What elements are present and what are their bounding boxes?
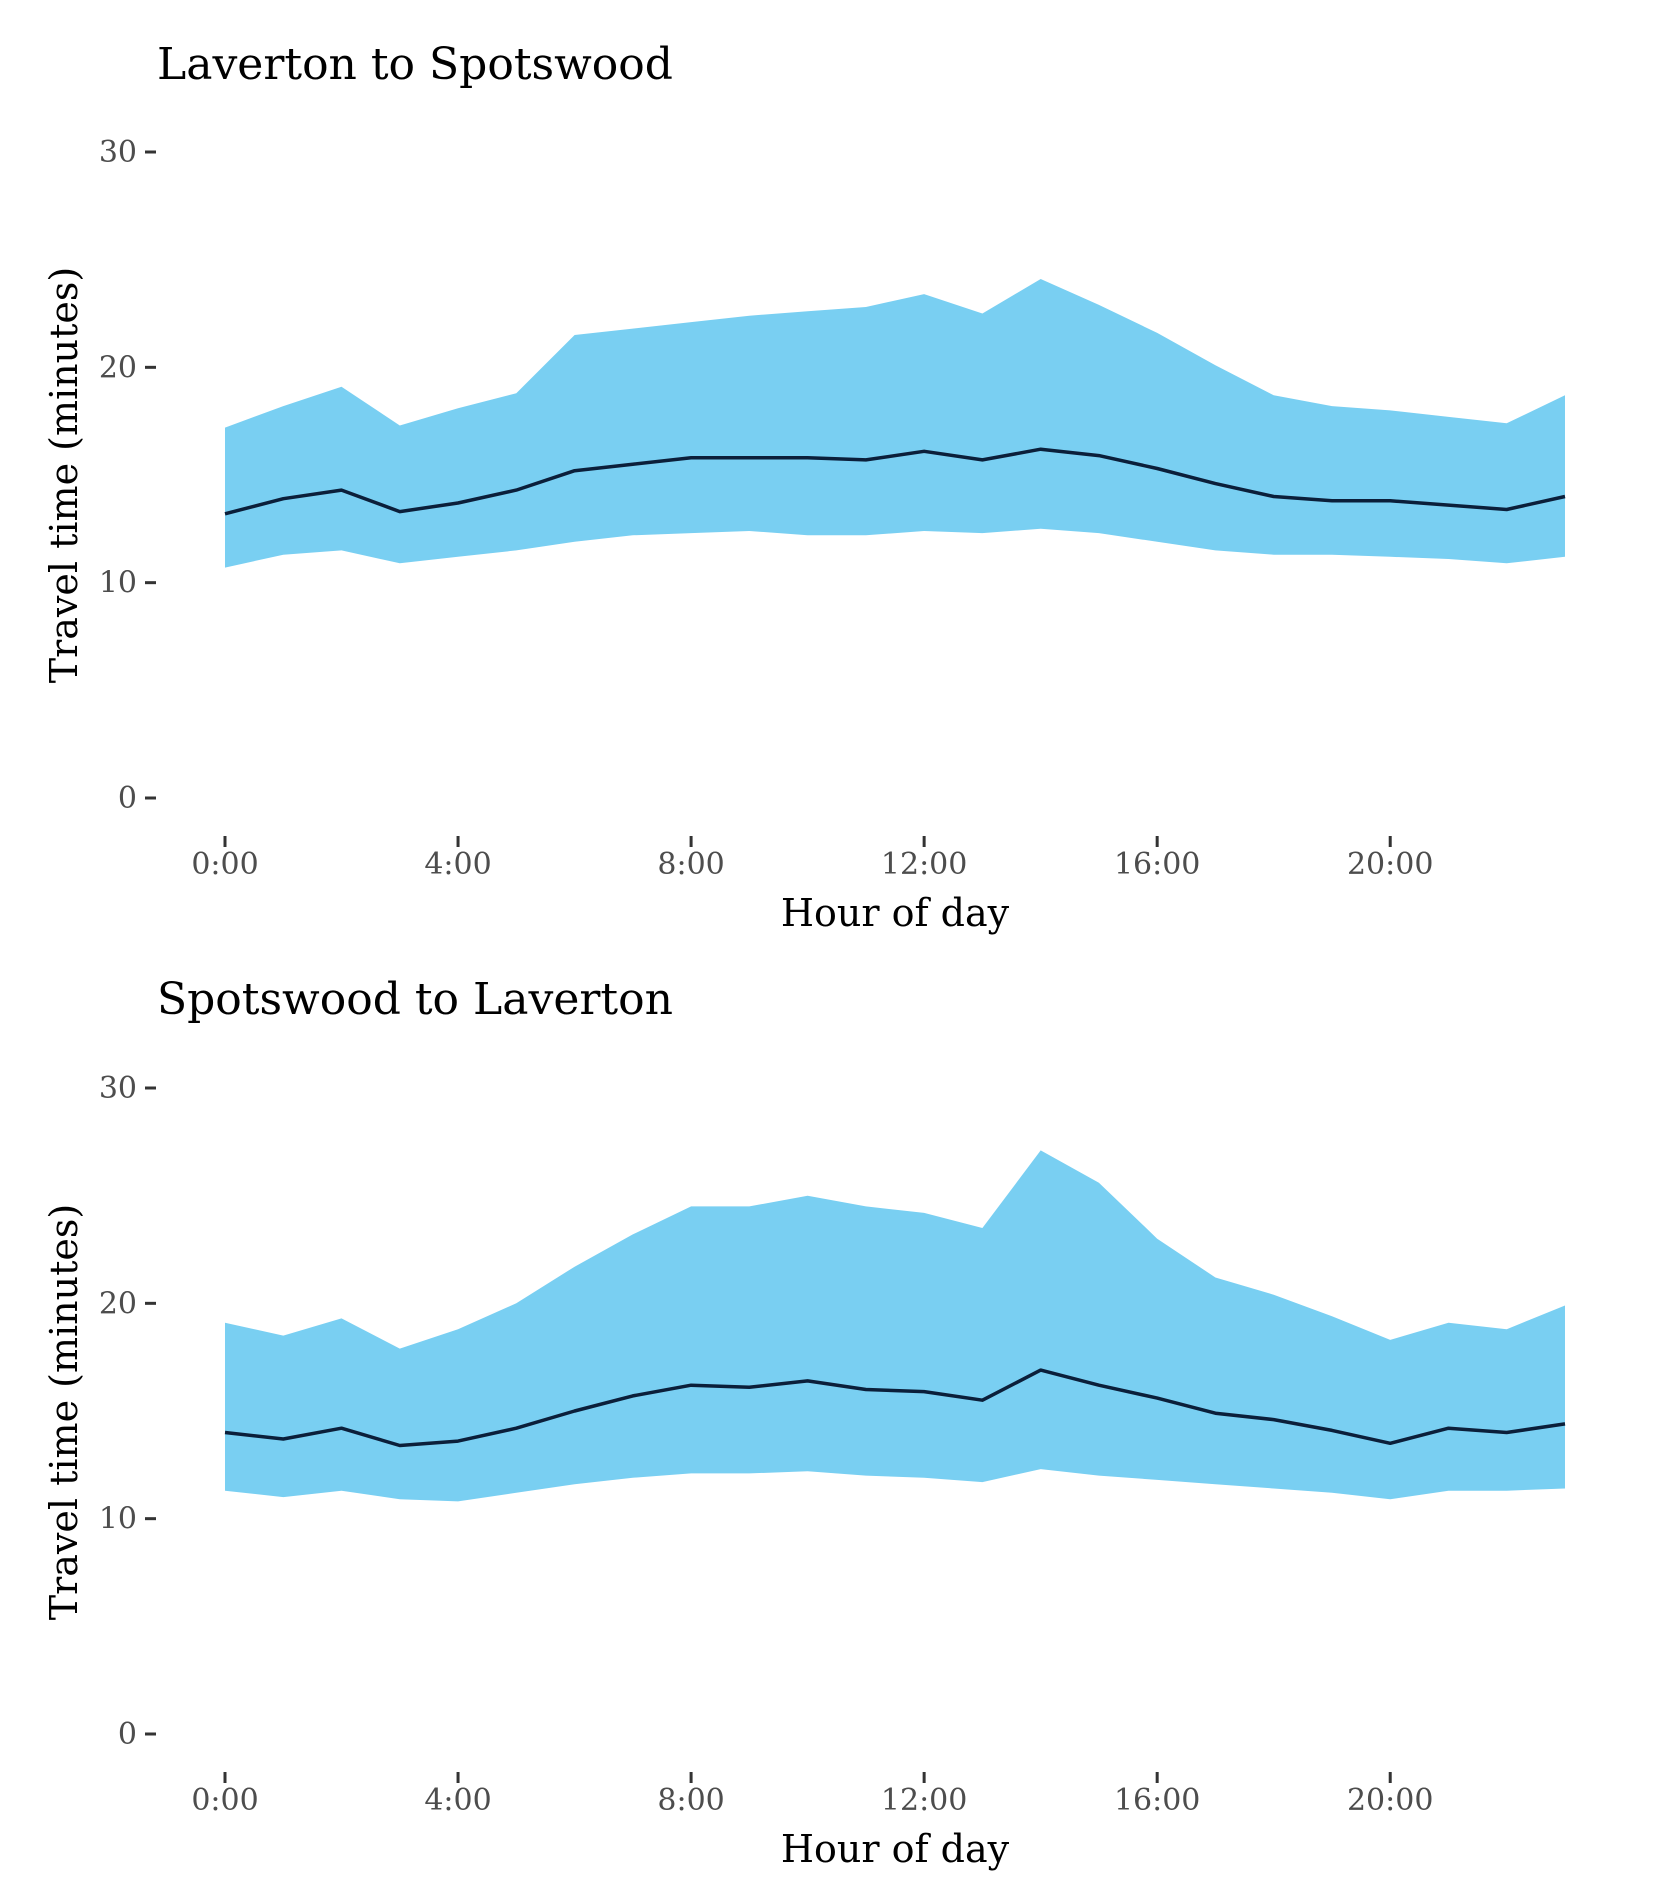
y-tick-label: 10 xyxy=(99,1502,137,1537)
x-tick-label: 8:00 xyxy=(657,1783,724,1818)
median-line xyxy=(224,447,1566,516)
y-tick-label: 30 xyxy=(99,1071,137,1106)
x-tick-label: 20:00 xyxy=(1347,847,1433,882)
chart-title: Laverton to Spotswood xyxy=(157,39,673,90)
x-tick-label: 4:00 xyxy=(424,847,491,882)
x-tick-label: 0:00 xyxy=(191,847,258,882)
x-axis: 0:00 4:00 8:00 12:00 16:00 20:00 xyxy=(191,1772,1433,1818)
x-axis-label: Hour of day xyxy=(781,891,1010,935)
x-tick-label: 4:00 xyxy=(424,1783,491,1818)
range-band xyxy=(225,279,1565,568)
x-tick-label: 16:00 xyxy=(1114,847,1200,882)
y-tick-label: 10 xyxy=(99,566,137,601)
x-tick-label: 16:00 xyxy=(1114,1783,1200,1818)
median-line xyxy=(224,1368,1566,1448)
y-tick-label: 20 xyxy=(99,1286,137,1321)
x-tick-label: 20:00 xyxy=(1347,1783,1433,1818)
chart-panel-spotswood-to-laverton: Spotswood to Laverton 0 10 20 30 0:00 4:00 8:… xyxy=(42,974,1566,1871)
y-axis-label: Travel time (minutes) xyxy=(42,1204,86,1620)
x-tick-label: 12:00 xyxy=(881,847,967,882)
y-axis: 0 10 20 30 xyxy=(99,1071,156,1752)
range-band xyxy=(225,1150,1565,1502)
y-tick-label: 0 xyxy=(118,1717,137,1752)
x-tick-label: 12:00 xyxy=(881,1783,967,1818)
y-tick-label: 30 xyxy=(99,135,137,170)
x-axis: 0:00 4:00 8:00 12:00 16:00 20:00 xyxy=(191,836,1433,882)
chart-panel-laverton-to-spotswood: Laverton to Spotswood 0 10 20 30 0:00 4:00 8:… xyxy=(42,39,1566,935)
y-axis: 0 10 20 30 xyxy=(99,135,156,816)
y-axis-label: Travel time (minutes) xyxy=(42,267,86,683)
x-axis-label: Hour of day xyxy=(781,1827,1010,1871)
chart-title: Spotswood to Laverton xyxy=(157,974,673,1025)
x-tick-label: 8:00 xyxy=(657,847,724,882)
y-tick-label: 20 xyxy=(99,350,137,385)
y-tick-label: 0 xyxy=(118,781,137,816)
x-tick-label: 0:00 xyxy=(191,1783,258,1818)
